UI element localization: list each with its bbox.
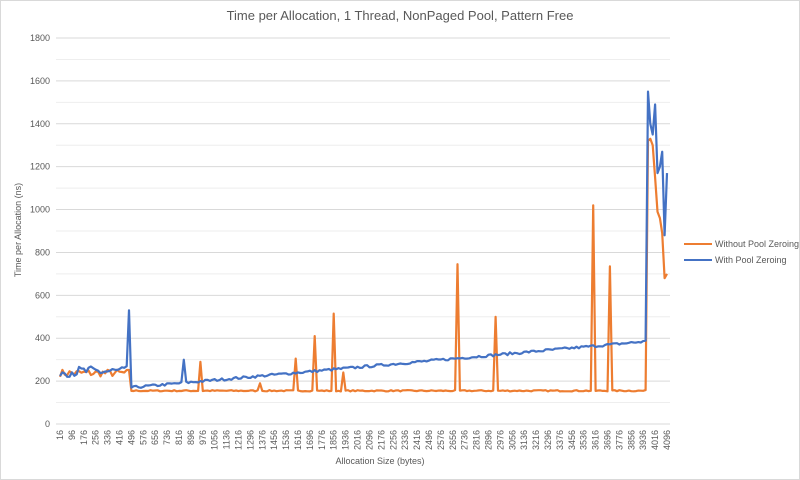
svg-text:576: 576 (138, 430, 148, 445)
svg-text:816: 816 (174, 430, 184, 445)
svg-text:496: 496 (126, 430, 136, 445)
svg-text:3296: 3296 (543, 430, 553, 450)
legend: Without Pool Zeroing With Pool Zeroing (684, 236, 799, 268)
svg-text:2976: 2976 (495, 430, 505, 450)
svg-text:96: 96 (67, 430, 77, 440)
svg-text:200: 200 (35, 376, 50, 386)
svg-text:2656: 2656 (448, 430, 458, 450)
svg-text:2336: 2336 (400, 430, 410, 450)
svg-text:4016: 4016 (650, 430, 660, 450)
svg-text:2016: 2016 (353, 430, 363, 450)
svg-text:656: 656 (150, 430, 160, 445)
svg-text:896: 896 (186, 430, 196, 445)
svg-text:1456: 1456 (269, 430, 279, 450)
legend-label: With Pool Zeroing (715, 255, 787, 265)
svg-text:1936: 1936 (341, 430, 351, 450)
series-line-without-pool-zeroing (58, 137, 668, 393)
svg-text:1776: 1776 (317, 430, 327, 450)
svg-text:1600: 1600 (30, 76, 50, 86)
svg-text:600: 600 (35, 290, 50, 300)
svg-text:3616: 3616 (591, 430, 601, 450)
svg-text:1000: 1000 (30, 205, 50, 215)
series-lines (58, 90, 669, 393)
svg-text:2256: 2256 (388, 430, 398, 450)
svg-text:2176: 2176 (376, 430, 386, 450)
legend-item-without-zeroing: Without Pool Zeroing (684, 236, 799, 252)
svg-text:1856: 1856 (329, 430, 339, 450)
svg-text:3376: 3376 (555, 430, 565, 450)
svg-text:3696: 3696 (602, 430, 612, 450)
svg-text:2576: 2576 (436, 430, 446, 450)
svg-text:3056: 3056 (507, 430, 517, 450)
svg-text:3136: 3136 (519, 430, 529, 450)
svg-text:1616: 1616 (293, 430, 303, 450)
svg-text:1056: 1056 (210, 430, 220, 450)
svg-text:400: 400 (35, 333, 50, 343)
svg-text:1400: 1400 (30, 119, 50, 129)
svg-text:16: 16 (55, 430, 65, 440)
svg-text:800: 800 (35, 247, 50, 257)
legend-swatch-orange (684, 243, 712, 245)
svg-text:3936: 3936 (638, 430, 648, 450)
series-line-with-pool-zeroing (59, 90, 669, 389)
svg-text:2096: 2096 (364, 430, 374, 450)
svg-text:2736: 2736 (460, 430, 470, 450)
legend-label: Without Pool Zeroing (715, 239, 800, 249)
svg-text:176: 176 (79, 430, 89, 445)
svg-text:3856: 3856 (626, 430, 636, 450)
svg-text:1296: 1296 (245, 430, 255, 450)
svg-text:1696: 1696 (305, 430, 315, 450)
svg-text:3456: 3456 (567, 430, 577, 450)
svg-text:4096: 4096 (662, 430, 672, 450)
svg-text:1216: 1216 (234, 430, 244, 450)
svg-text:1536: 1536 (281, 430, 291, 450)
svg-text:2416: 2416 (412, 430, 422, 450)
svg-text:336: 336 (103, 430, 113, 445)
svg-text:1800: 1800 (30, 33, 50, 43)
svg-text:2816: 2816 (472, 430, 482, 450)
svg-text:1200: 1200 (30, 162, 50, 172)
svg-text:2496: 2496 (424, 430, 434, 450)
chart-title: Time per Allocation, 1 Thread, NonPaged … (226, 8, 574, 23)
svg-text:3536: 3536 (579, 430, 589, 450)
svg-text:256: 256 (91, 430, 101, 445)
svg-text:1136: 1136 (222, 430, 232, 449)
legend-swatch-blue (684, 259, 712, 261)
svg-text:1376: 1376 (257, 430, 267, 450)
svg-text:2896: 2896 (483, 430, 493, 450)
legend-item-with-zeroing: With Pool Zeroing (684, 252, 799, 268)
svg-text:416: 416 (115, 430, 125, 445)
svg-text:0: 0 (45, 419, 50, 429)
svg-text:736: 736 (162, 430, 172, 445)
y-axis-ticks: 0 200 400 600 800 1000 1200 1400 1600 1800 (30, 33, 50, 429)
x-axis-label: Allocation Size (bytes) (335, 456, 425, 466)
svg-text:976: 976 (198, 430, 208, 445)
svg-text:3776: 3776 (614, 430, 624, 450)
gridlines (56, 37, 670, 425)
svg-text:3216: 3216 (531, 430, 541, 450)
x-axis-ticks: 16 96 176 256 336 416 496 576 656 736 816 896 976 105… (55, 430, 672, 450)
